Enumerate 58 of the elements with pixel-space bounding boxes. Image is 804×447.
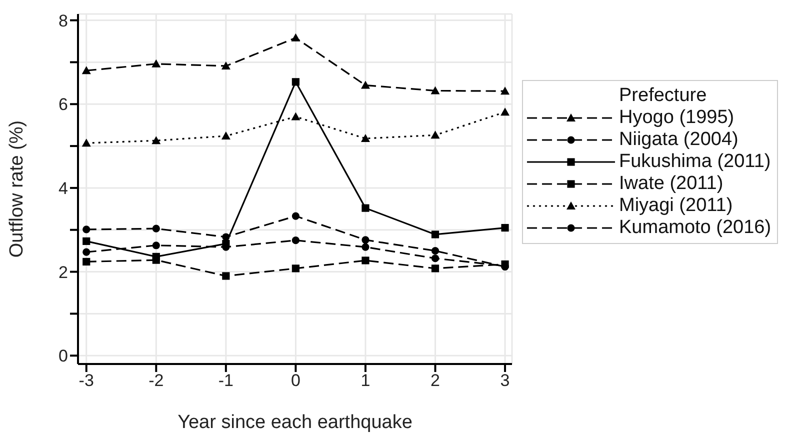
y-axis-title: Outflow rate (%)	[6, 120, 28, 258]
point	[431, 264, 440, 272]
point	[152, 256, 160, 264]
point	[362, 204, 370, 212]
point	[222, 233, 230, 241]
legend-title: Prefecture	[618, 85, 708, 107]
point	[221, 131, 230, 140]
point	[431, 230, 440, 238]
point	[292, 78, 300, 86]
point	[82, 237, 90, 245]
x-tick-label: 1	[360, 371, 370, 390]
x-tick-label: 2	[430, 371, 440, 390]
point	[152, 59, 161, 68]
point	[82, 66, 91, 74]
point	[430, 86, 440, 94]
y-tick-label: 6	[58, 95, 68, 114]
point	[152, 136, 161, 144]
point	[82, 248, 90, 256]
x-axis-title: Year since each earthquake	[178, 412, 412, 433]
legend-label: Hyogo (1995)	[619, 107, 734, 129]
legend-label: Niigata (2004)	[619, 129, 738, 151]
x-tick-label: -1	[218, 371, 234, 390]
point	[82, 226, 90, 234]
point	[82, 258, 90, 266]
x-tick-label: 3	[500, 371, 510, 390]
point	[292, 212, 300, 220]
point	[430, 130, 440, 139]
x-tick-label: 0	[290, 371, 300, 390]
y-tick-label: 4	[58, 178, 68, 198]
point	[431, 254, 440, 262]
point	[362, 236, 370, 244]
legend-label: Kumamoto (2016)	[619, 217, 772, 239]
point	[222, 272, 230, 280]
point	[291, 33, 300, 42]
point	[431, 247, 440, 255]
point	[82, 138, 91, 147]
x-tick-label: -2	[148, 371, 164, 390]
point	[500, 108, 510, 116]
point	[152, 224, 160, 232]
legend-label: Miyagi (2011)	[619, 195, 733, 217]
point	[362, 243, 370, 251]
legend-label: Fukushima (2011)	[619, 151, 771, 173]
point	[501, 224, 509, 232]
point	[152, 242, 160, 250]
x-tick-label: -3	[78, 371, 94, 390]
y-tick-label: 8	[58, 11, 68, 30]
point	[362, 256, 370, 264]
point	[292, 236, 300, 244]
point	[500, 86, 510, 95]
y-tick-label: 0	[58, 346, 68, 366]
legend-label: Iwate (2011)	[619, 173, 724, 195]
point	[292, 264, 300, 272]
point	[221, 61, 230, 70]
point	[291, 112, 300, 120]
point	[360, 80, 370, 89]
point	[222, 240, 230, 248]
y-tick-label: 2	[58, 262, 68, 282]
point	[360, 134, 370, 142]
